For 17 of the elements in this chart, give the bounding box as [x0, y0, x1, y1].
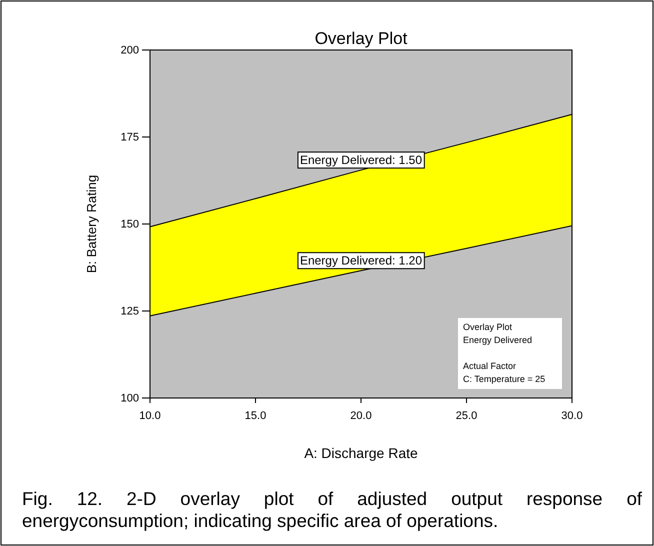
- annotation: Energy Delivered: 1.50: [300, 153, 422, 168]
- y-tick-label: 125: [120, 306, 139, 318]
- caption: Fig. 12. 2-D overlay plot of adjusted output response of energyconsumption; indicating specific area of operations.: [22, 488, 642, 532]
- y-tick-label: 150: [120, 218, 139, 231]
- x-tick-label: 20.0: [350, 410, 372, 422]
- y-tick-label: 200: [120, 44, 139, 57]
- x-axis-title: A: Discharge Rate: [304, 445, 418, 461]
- y-tick-label: 100: [120, 392, 139, 405]
- x-tick-label: 10.0: [139, 410, 161, 422]
- annotation: Energy Delivered: 1.20: [300, 254, 422, 268]
- x-tick-label: 25.0: [456, 410, 478, 422]
- x-tick-label: 30.0: [561, 410, 583, 422]
- y-tick-label: 175: [120, 132, 139, 144]
- x-tick-label: 15.0: [244, 410, 266, 422]
- chart-title: Overlay Plot: [314, 29, 408, 48]
- text: Overlay Plot Energy Delivered Actual Factor C: Temperature = 25: [463, 322, 546, 384]
- y-axis-title: B: Battery Rating: [84, 174, 99, 274]
